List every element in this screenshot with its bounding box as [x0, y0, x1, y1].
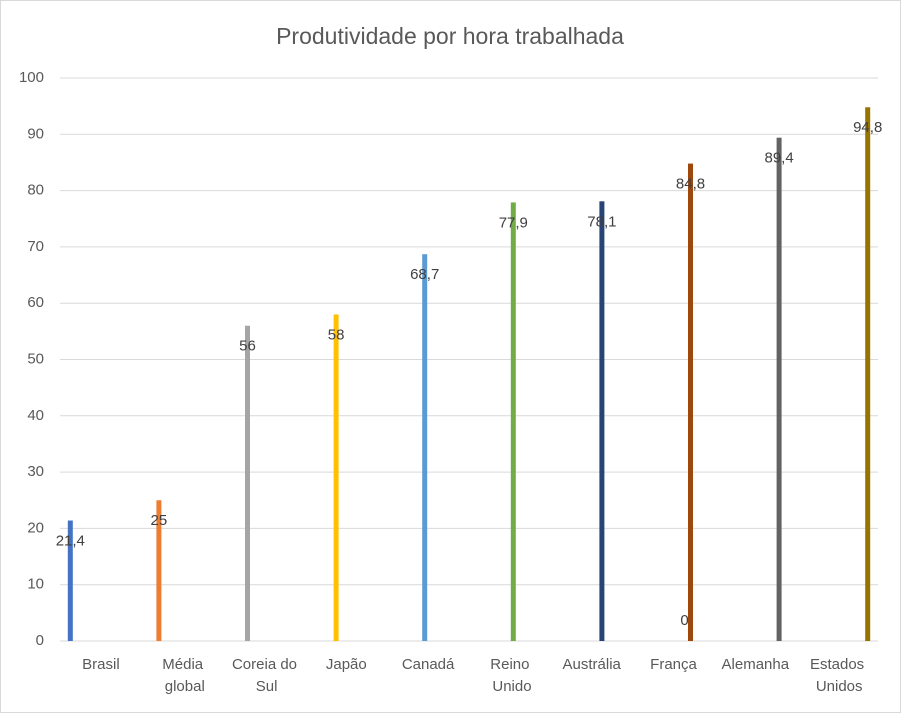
value-label: 25: [151, 512, 168, 529]
bar: [156, 500, 162, 641]
value-label: 77,9: [499, 214, 528, 231]
bar: [688, 163, 693, 642]
y-tick-label: 80: [27, 182, 44, 199]
y-tick-label: 20: [27, 519, 44, 536]
chart-title: Produtividade por hora trabalhada: [276, 23, 624, 49]
bar: [865, 107, 871, 641]
value-label: 58: [328, 326, 345, 343]
x-tick-label: Estados Unidos: [810, 656, 864, 695]
x-tick-label: Japão: [326, 656, 367, 673]
bar: [67, 520, 73, 641]
bar: [599, 201, 605, 641]
value-label: 89,4: [764, 150, 793, 167]
y-tick-label: 10: [27, 576, 44, 593]
y-tick-label: 100: [19, 69, 44, 86]
y-tick-label: 0: [36, 632, 44, 649]
bar: [776, 137, 782, 642]
value-label: 94,8: [853, 119, 882, 136]
x-tick-label: Coreia do Sul: [232, 656, 297, 695]
bar: [422, 254, 428, 641]
y-tick-label: 90: [27, 125, 44, 142]
value-label: 56: [239, 338, 256, 355]
value-label: 68,7: [410, 266, 439, 283]
value-label: 78,1: [587, 213, 616, 230]
bar: [333, 314, 339, 641]
x-tick-label: Canadá: [402, 656, 455, 673]
x-tick-label: Média global: [161, 656, 205, 695]
value-label: 84,8: [676, 176, 705, 193]
y-tick-label: 40: [27, 407, 44, 424]
x-tick-label: Reino Unido: [488, 656, 531, 695]
x-tick-label: Alemanha: [722, 656, 790, 673]
x-tick-label: Brasil: [82, 656, 120, 673]
y-tick-label: 50: [27, 350, 44, 367]
x-tick-label: França: [650, 656, 697, 673]
y-tick-label: 60: [27, 294, 44, 311]
value-label: 0: [680, 612, 688, 629]
y-tick-label: 70: [27, 238, 44, 255]
bar: [245, 325, 250, 641]
x-tick-label: Austrália: [563, 656, 622, 673]
bar: [510, 202, 516, 641]
value-label: 21,4: [56, 532, 85, 549]
y-tick-label: 30: [27, 463, 44, 480]
